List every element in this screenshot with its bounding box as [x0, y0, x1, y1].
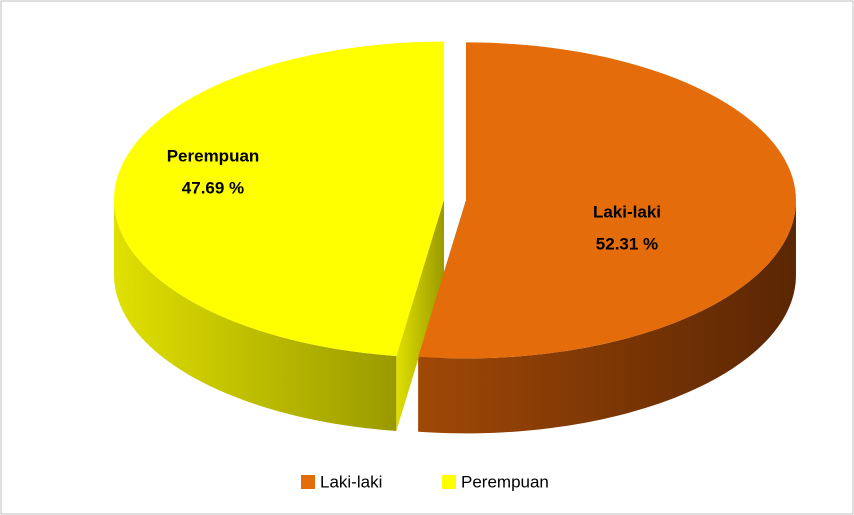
data-label-name: Perempuan — [167, 146, 260, 165]
legend-label: Laki-laki — [320, 472, 382, 491]
data-label-value: 52.31 % — [596, 234, 658, 253]
slice-wall — [114, 199, 397, 431]
legend-swatch — [301, 475, 315, 489]
legend: Laki-laki Perempuan — [301, 472, 549, 491]
slice — [418, 42, 796, 359]
slice-wall — [418, 200, 796, 434]
slice-side — [396, 199, 445, 431]
data-label-value: 47.69 % — [182, 178, 244, 197]
pie: Laki-laki 52.31 % Perempuan 47.69 % — [114, 41, 796, 434]
legend-label: Perempuan — [461, 472, 549, 491]
slice — [114, 41, 445, 356]
data-label-name: Laki-laki — [593, 202, 661, 221]
legend-swatch — [442, 475, 456, 489]
